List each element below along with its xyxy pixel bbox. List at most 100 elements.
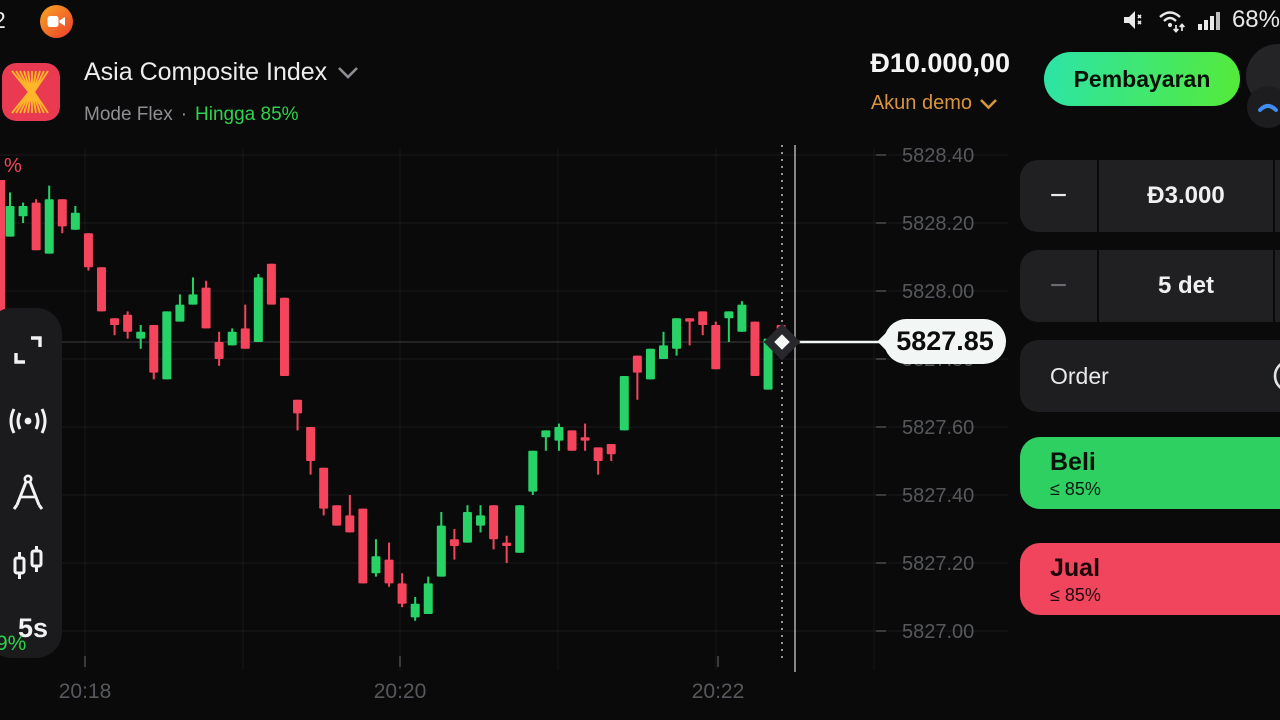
x-tick-label: 20:20 — [374, 680, 427, 703]
candle-body — [423, 583, 433, 614]
candle-body — [410, 603, 420, 618]
order-count-badge — [1272, 358, 1280, 394]
amount-row: − Ð3.000 — [1020, 160, 1280, 232]
y-tick-label: 5828.40 — [902, 145, 974, 167]
candle-body — [110, 318, 120, 325]
amount-increase-button[interactable] — [1275, 160, 1280, 232]
candle-body — [279, 297, 289, 376]
candle-body — [502, 542, 512, 546]
buy-button[interactable]: Beli ≤ 85% — [1020, 437, 1280, 509]
candle-body — [685, 318, 695, 322]
candle-body — [18, 206, 28, 217]
account-selector[interactable]: Akun demo — [871, 92, 998, 115]
payment-button[interactable]: Pembayaran — [1044, 52, 1240, 106]
cellular-bars-icon — [1197, 12, 1220, 30]
candle-body — [554, 427, 564, 441]
candle-body — [462, 512, 472, 543]
candle-body — [358, 508, 368, 584]
candle-body — [645, 348, 655, 380]
sell-payout: ≤ 85% — [1050, 584, 1101, 605]
order-row[interactable]: Order — [1020, 340, 1280, 412]
chevron-down-icon — [338, 66, 359, 79]
candle-body — [188, 294, 198, 305]
timeframe-button[interactable]: 5s — [17, 613, 48, 643]
candle-body — [253, 277, 263, 342]
duration-decrease-button[interactable]: − — [1020, 250, 1097, 322]
buy-payout: ≤ 85% — [1050, 478, 1101, 499]
y-tick-label: 5827.60 — [902, 417, 974, 439]
candle-body — [293, 399, 303, 414]
y-tick-label: 5828.00 — [902, 281, 974, 303]
duration-value[interactable]: 5 det — [1099, 250, 1273, 322]
order-label: Order — [1050, 362, 1109, 389]
candle-body — [149, 325, 159, 373]
duration-increase-button[interactable] — [1275, 250, 1280, 322]
candle-body — [659, 345, 668, 359]
candle-body — [70, 212, 80, 230]
amount-decrease-button[interactable]: − — [1020, 160, 1097, 232]
sentiment-bar — [0, 180, 5, 403]
amount-value[interactable]: Ð3.000 — [1099, 160, 1273, 232]
y-tick-label: 5827.20 — [902, 553, 974, 575]
screen-record-icon[interactable] — [40, 5, 73, 38]
account-balance: Ð10.000,00 — [870, 48, 1010, 78]
asset-name: Asia Composite Index — [84, 58, 328, 86]
candle-body — [397, 583, 407, 604]
candle-body — [266, 263, 276, 305]
candle-body — [31, 202, 41, 251]
candle-body — [436, 525, 446, 577]
y-tick-label: 5827.40 — [902, 485, 974, 507]
candle-body — [57, 199, 67, 227]
candle-body — [5, 206, 15, 237]
chart-type-icon[interactable] — [6, 542, 50, 586]
candle-body — [449, 539, 459, 546]
x-tick-label: 20:22 — [692, 680, 745, 703]
candle-body — [123, 314, 133, 332]
candle-body — [371, 556, 381, 574]
candle-body — [528, 450, 538, 492]
candle-body — [240, 328, 250, 349]
candle-body — [593, 447, 603, 461]
support-bubble[interactable] — [1247, 86, 1280, 128]
candle-body — [737, 304, 747, 332]
chart-toolbar: 5s — [0, 308, 62, 658]
asset-selector[interactable]: Asia Composite Index — [84, 58, 359, 87]
candle-body — [201, 287, 211, 329]
candle-body — [515, 505, 525, 553]
x-tick-label: 20:18 — [59, 680, 112, 703]
candle-body — [476, 515, 486, 526]
candle-body — [619, 376, 629, 431]
candle-body — [83, 233, 93, 268]
candle-body — [541, 430, 551, 438]
candle-body — [606, 444, 616, 455]
y-tick-label: 5827.00 — [902, 621, 974, 643]
candle-body — [162, 311, 172, 380]
dot-separator: · — [180, 104, 188, 125]
asset-subtitle: Mode Flex · Hingga 85% — [84, 104, 299, 126]
candle-body — [319, 467, 329, 509]
candle-body — [750, 321, 760, 376]
asset-logo — [2, 63, 60, 121]
candle-body — [698, 311, 708, 325]
signals-icon[interactable] — [6, 399, 50, 443]
price-chart[interactable]: 5828.405828.205828.005827.805827.605827.… — [0, 140, 1010, 720]
sentiment-high-label: % — [4, 155, 22, 177]
candle-body — [227, 331, 237, 346]
candle-body — [384, 559, 394, 584]
candle-body — [214, 342, 224, 359]
sell-label: Jual — [1050, 553, 1101, 582]
account-label: Akun demo — [870, 92, 972, 114]
battery-percent: 68% — [1231, 6, 1280, 33]
mute-icon — [1123, 11, 1142, 29]
buy-label: Beli — [1050, 447, 1096, 476]
candle-body — [763, 338, 773, 390]
status-time: 2 — [0, 7, 6, 34]
sell-button[interactable]: Jual ≤ 85% — [1020, 543, 1280, 615]
drawing-area-icon[interactable] — [6, 328, 50, 372]
candle-body — [489, 505, 499, 540]
y-tick-label: 5828.20 — [902, 213, 974, 235]
candle-body — [711, 325, 721, 370]
drawing-compass-icon[interactable] — [6, 471, 50, 515]
candle-body — [175, 304, 185, 322]
